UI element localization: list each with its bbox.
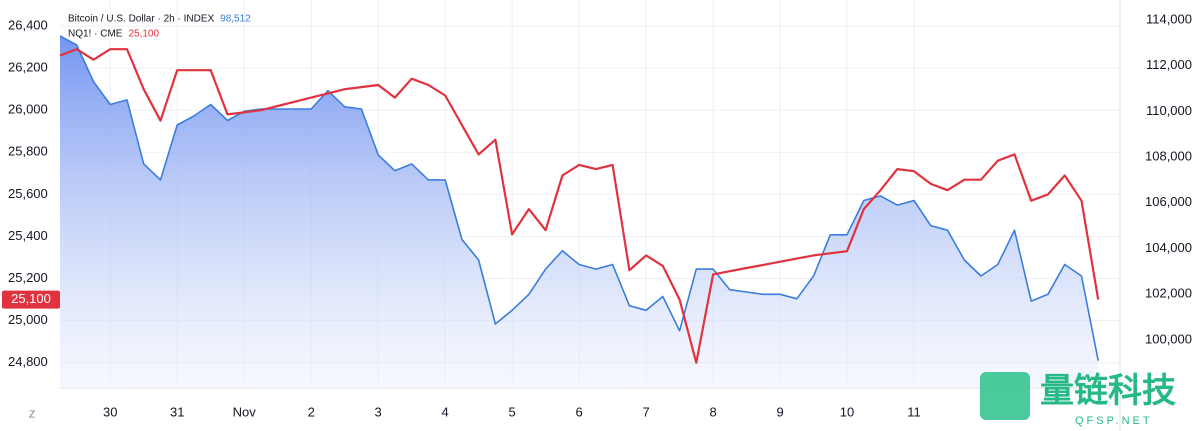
y2-tick-label: 106,000 [1145, 194, 1192, 209]
watermark-subtitle: QFSP.NET [1075, 415, 1153, 427]
x-tick-label: 8 [709, 404, 716, 419]
watermark-title: 量链科技 [1040, 372, 1176, 410]
last-value-label: 25,100 [11, 291, 51, 306]
y2-tick-label: 108,000 [1145, 148, 1192, 163]
series-area [60, 35, 1099, 389]
y2-tick-label: 110,000 [1146, 103, 1192, 118]
x-tick-label: 9 [776, 404, 783, 419]
legend-name: Bitcoin / U.S. Dollar · 2h · INDEX [68, 14, 214, 25]
legend-name: NQ1! · CME [68, 29, 123, 40]
y-tick-label: 25,000 [8, 312, 48, 327]
y-tick-label: 26,000 [8, 102, 48, 117]
y2-tick-label: 102,000 [1145, 286, 1192, 301]
last-value-badge [2, 290, 60, 309]
watermark-icon [980, 372, 1030, 420]
x-tick-label: 4 [442, 404, 449, 419]
series-line [59, 48, 1100, 364]
series-line [59, 35, 1099, 361]
x-tick-label: 3 [375, 404, 382, 419]
y-tick-label: 25,600 [8, 186, 48, 201]
y2-tick-label: 114,000 [1146, 11, 1192, 26]
x-tick-label: 2 [308, 404, 315, 419]
y-tick-label: 25,400 [8, 228, 48, 243]
x-tick-label: 31 [170, 404, 184, 419]
y-tick-label: 26,200 [8, 60, 48, 75]
legend-value: 98,512 [220, 14, 251, 25]
y2-tick-label: 112,000 [1146, 57, 1192, 72]
x-tick-label: 5 [509, 404, 516, 419]
y-tick-label: 26,400 [8, 17, 48, 32]
x-tick-label: 6 [575, 404, 582, 419]
corner-label: Z [29, 410, 35, 421]
y-tick-label: 25,200 [8, 270, 48, 285]
y-tick-label: 24,800 [8, 354, 48, 369]
y2-tick-label: 100,000 [1145, 331, 1192, 346]
y-tick-label: 25,800 [8, 144, 48, 159]
x-tick-label: 7 [642, 404, 649, 419]
legend-value: 25,100 [128, 29, 159, 40]
x-tick-label: Nov [233, 404, 257, 419]
y2-tick-label: 104,000 [1145, 240, 1192, 255]
x-tick-label: 11 [907, 404, 921, 419]
x-tick-label: 30 [103, 404, 117, 419]
watermark: 量链科技 QFSP.NET [980, 372, 1176, 427]
x-tick-label: 10 [840, 404, 854, 419]
